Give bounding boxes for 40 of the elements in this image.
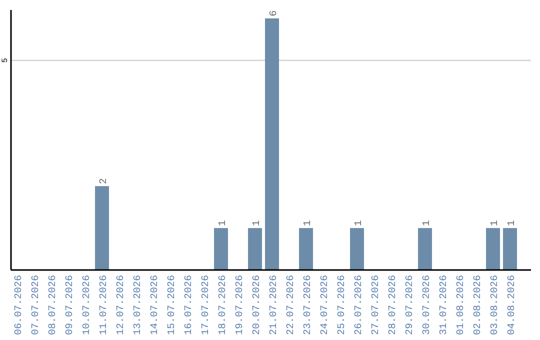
x-tick-label: 23.07.2026	[303, 275, 314, 336]
data-label: 6	[269, 10, 280, 16]
data-label: 1	[252, 220, 263, 226]
x-tick-label: 16.07.2026	[184, 275, 195, 336]
x-tick-label: 11.07.2026	[99, 275, 110, 336]
x-tick-label: 20.07.2026	[252, 275, 263, 336]
x-tick-label: 10.07.2026	[82, 275, 93, 336]
x-tick-label: 30.07.2026	[422, 275, 433, 336]
data-label: 2	[99, 178, 110, 184]
x-tick-label: 28.07.2026	[388, 275, 399, 336]
data-label: 1	[507, 220, 518, 226]
data-label: 1	[490, 220, 501, 226]
x-tick-label: 21.07.2026	[269, 275, 280, 336]
x-tick-label: 02.08.2026	[473, 275, 484, 336]
x-tick-label: 08.07.2026	[48, 275, 59, 336]
x-tick-label: 04.08.2026	[507, 275, 518, 336]
data-label: 1	[422, 220, 433, 226]
x-tick-label: 31.07.2026	[439, 275, 450, 336]
x-tick-label: 27.07.2026	[371, 275, 382, 336]
x-tick-label: 25.07.2026	[337, 275, 348, 336]
y-tick-label: 5	[1, 58, 10, 63]
x-tick-label: 18.07.2026	[218, 275, 229, 336]
x-tick-label: 01.08.2026	[456, 275, 467, 336]
data-label: 1	[218, 220, 229, 226]
x-tick-label: 14.07.2026	[150, 275, 161, 336]
x-tick-label: 07.07.2026	[31, 275, 42, 336]
x-tick-label: 12.07.2026	[116, 275, 127, 336]
x-tick-label: 09.07.2026	[65, 275, 76, 336]
x-tick-label: 26.07.2026	[354, 275, 365, 336]
x-tick-label: 17.07.2026	[201, 275, 212, 336]
x-tick-label: 24.07.2026	[320, 275, 331, 336]
data-label: 1	[303, 220, 314, 226]
x-tick-label: 03.08.2026	[490, 275, 501, 336]
x-tick-label: 06.07.2026	[14, 275, 25, 336]
x-tick-label: 15.07.2026	[167, 275, 178, 336]
data-label: 1	[354, 220, 365, 226]
x-tick-label: 22.07.2026	[286, 275, 297, 336]
x-tick-label: 29.07.2026	[405, 275, 416, 336]
x-tick-label: 13.07.2026	[133, 275, 144, 336]
x-tick-label: 19.07.2026	[235, 275, 246, 336]
